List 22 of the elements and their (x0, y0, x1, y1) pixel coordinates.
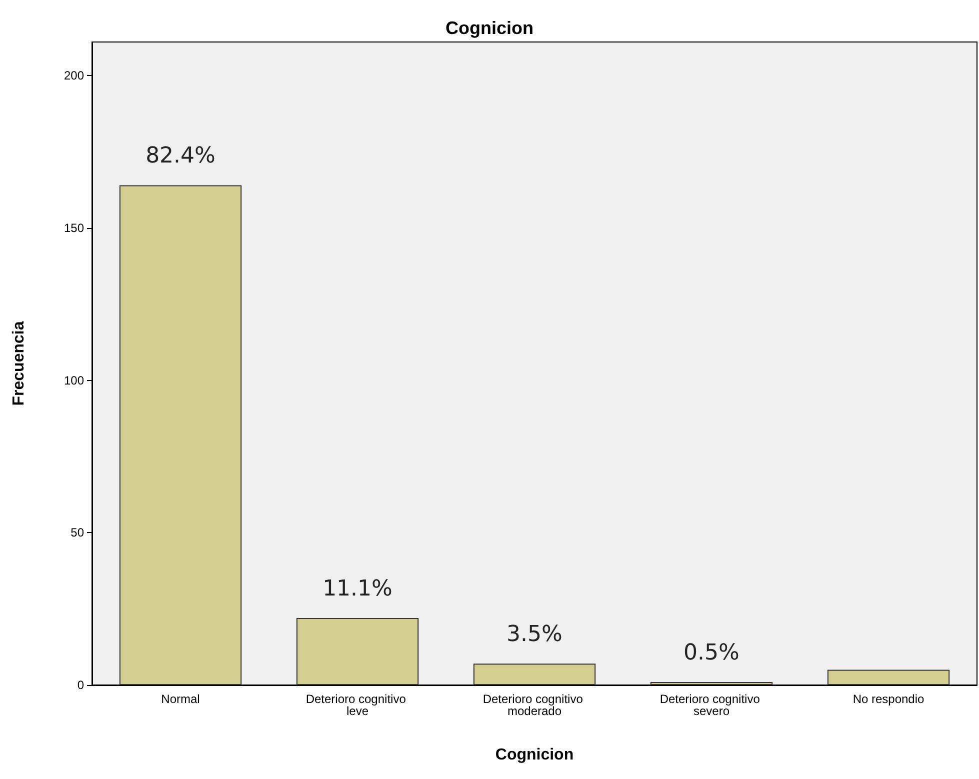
bar (650, 682, 773, 685)
x-tick-label: Normal (161, 692, 200, 706)
x-axis-title: Cognicion (495, 746, 574, 764)
x-tick-label: Deterioro cognitivo leve (306, 692, 410, 718)
bar (296, 618, 419, 685)
y-tick-label: 200 (64, 68, 84, 83)
annotation: 0.5% (684, 640, 740, 666)
y-tick-label: 50 (70, 526, 84, 540)
bar (827, 670, 950, 685)
annotation: 82.4% (146, 144, 216, 169)
y-tick-label: 0 (77, 678, 84, 692)
annotation: 3.5% (506, 622, 562, 648)
y-tick-label: 100 (64, 373, 84, 388)
bar (119, 185, 242, 685)
y-tick-label: 150 (64, 220, 84, 235)
y-axis-title: Frecuencia (10, 321, 28, 406)
bar (473, 664, 596, 685)
chart-title: Cognicion (446, 18, 534, 38)
x-tick-label: Deterioro cognitivo severo (660, 692, 764, 718)
x-tick-label: No respondio (852, 692, 925, 706)
x-tick-label: Deterioro cognitivo moderado (482, 692, 586, 718)
annotation: 11.1% (322, 576, 392, 602)
